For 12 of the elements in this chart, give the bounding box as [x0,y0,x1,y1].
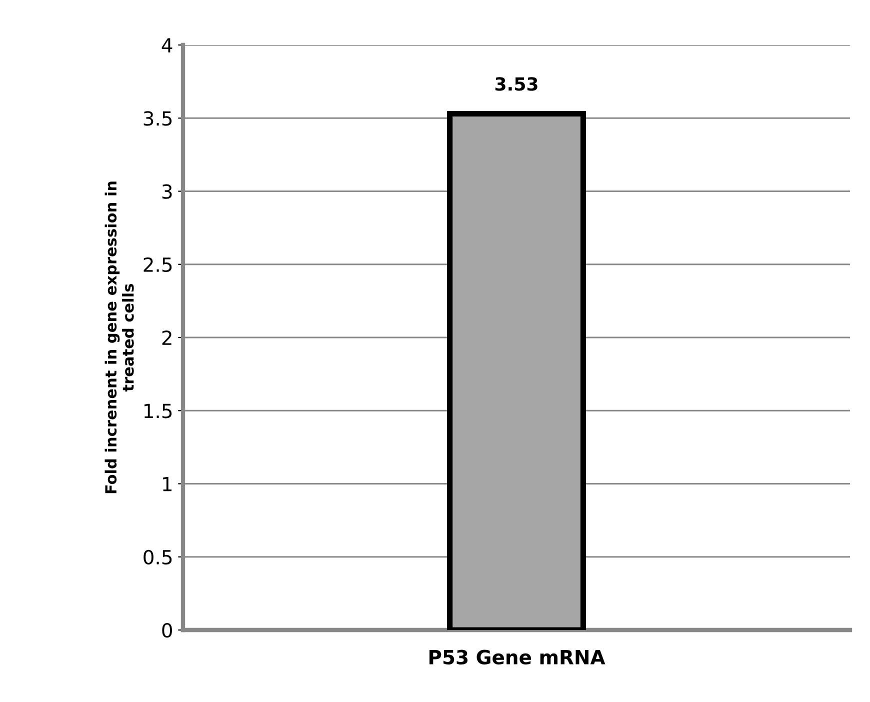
data-label: 3.53 [495,77,538,91]
y-axis-title: Fold increnent in gene expression in treated cells [104,182,134,494]
y-tick-label: 4 [162,38,172,52]
y-tick-label: 0.5 [144,550,172,565]
y-tick-label: 3.5 [144,111,172,126]
y-tick-label: 3 [162,184,172,199]
y-tick-label: 1 [163,476,172,492]
y-tick-label: 0 [162,622,172,638]
y-tick-label: 1.5 [144,404,172,418]
x-tick-label: P53 Gene mRNA [429,650,606,664]
y-tick-label: 2 [162,330,172,345]
y-tick-label: 2.5 [144,257,172,272]
